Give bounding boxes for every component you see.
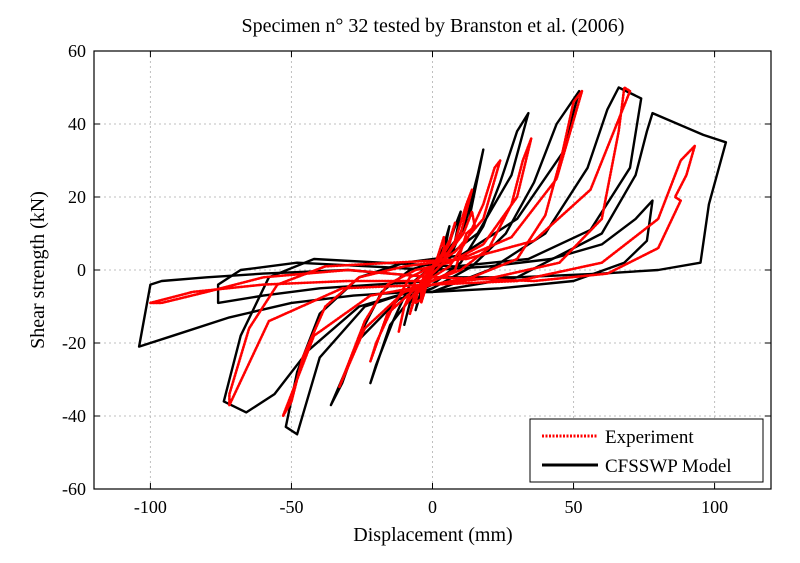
x-axis-label: Displacement (mm) (353, 524, 512, 546)
y-tick-label: -40 (62, 406, 86, 426)
model-loop-8 (216, 199, 654, 305)
axis-ticks: -100 -50 0 50 100 -60 -40 -20 0 20 40 60 (62, 41, 771, 517)
x-tick-label: 0 (428, 497, 437, 517)
y-tick-label: -60 (62, 479, 86, 499)
legend: Experiment CFSSWP Model (529, 418, 764, 483)
y-tick-label: 0 (77, 260, 86, 280)
y-tick-label: -20 (62, 333, 86, 353)
grid-lines (94, 51, 771, 489)
experiment-series (149, 86, 697, 418)
legend-box (529, 418, 764, 483)
y-tick-label: 20 (68, 187, 86, 207)
y-tick-label: 60 (68, 41, 86, 61)
y-tick-label: 40 (68, 114, 86, 134)
chart-title: Specimen n° 32 tested by Branston et al.… (242, 15, 625, 37)
experiment-loop-5 (338, 137, 533, 389)
x-tick-label: 100 (701, 497, 728, 517)
y-axis-label: Shear strength (kN) (27, 191, 49, 349)
experiment-loop-8 (149, 144, 697, 305)
legend-model-label: CFSSWP Model (605, 456, 732, 477)
experiment-loop-9 (414, 210, 477, 305)
experiment-loop-7 (228, 86, 632, 407)
x-tick-label: -100 (134, 497, 167, 517)
legend-experiment-label: Experiment (605, 427, 694, 448)
x-tick-label: -50 (279, 497, 303, 517)
x-tick-label: 50 (565, 497, 583, 517)
